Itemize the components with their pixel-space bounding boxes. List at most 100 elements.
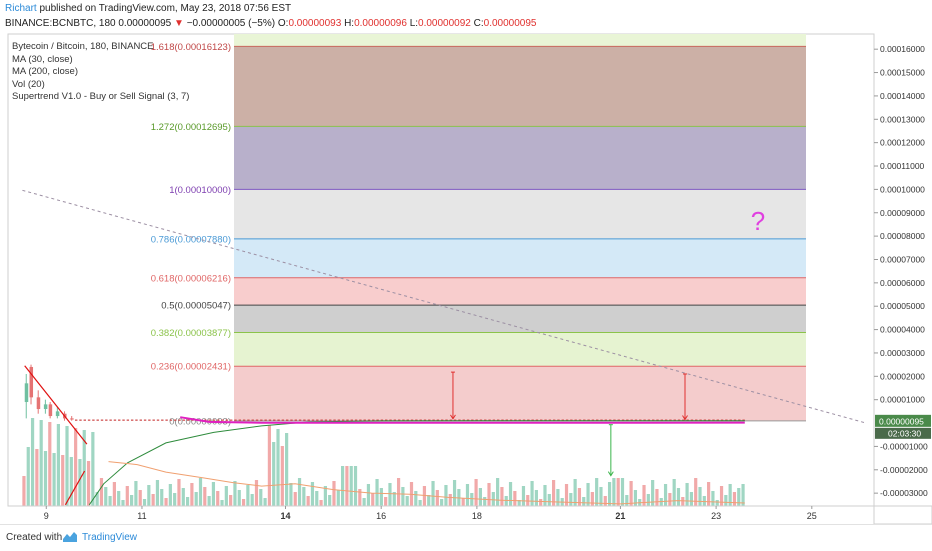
candle-body xyxy=(544,419,547,421)
volume-bar xyxy=(694,478,698,506)
candle-body xyxy=(311,419,315,421)
volume-bar xyxy=(569,493,573,506)
fib-label-1.618: 1.618(0.00016123) xyxy=(151,42,231,53)
volume-bar xyxy=(293,492,297,506)
candle-body xyxy=(535,419,539,421)
volume-bar xyxy=(612,478,616,506)
candle-body xyxy=(385,419,388,421)
candle-body xyxy=(307,419,310,421)
symbol-header: BINANCE:BCNBTC, 180 0.00000095 ▼ −0.0000… xyxy=(5,18,537,29)
legend-ma200[interactable]: MA (200, close) xyxy=(12,66,78,77)
time-tick-label: 16 xyxy=(376,511,386,521)
candle-body xyxy=(733,419,737,421)
ma30-line xyxy=(108,461,745,505)
price-tick-label: -0.00002000 xyxy=(880,465,928,475)
volume-bar xyxy=(289,483,293,506)
volume-bar xyxy=(668,493,672,506)
candle-body xyxy=(509,419,513,421)
candle-body xyxy=(514,419,517,421)
volume-bar xyxy=(237,490,241,506)
volume-bar xyxy=(582,497,586,506)
volume-bar xyxy=(198,478,203,506)
volume-bar xyxy=(586,483,590,506)
candle-body xyxy=(574,419,577,421)
candle-body xyxy=(161,419,164,421)
volume-bar xyxy=(508,482,513,506)
candle-body xyxy=(135,419,138,421)
candle-body xyxy=(337,419,341,421)
volume-bar xyxy=(276,429,280,506)
volume-bar xyxy=(552,480,556,506)
volume-bar xyxy=(297,478,302,506)
legend-ma30[interactable]: MA (30, close) xyxy=(12,53,73,65)
volume-bar xyxy=(444,485,448,506)
volume-bar xyxy=(48,422,52,506)
volume-bar xyxy=(43,451,48,506)
candle-body xyxy=(281,419,285,421)
price-tick-label: 0.00016000 xyxy=(880,44,925,54)
ohlc-high-value: 0.00000096 xyxy=(354,18,407,29)
price-tick-label: 0.00011000 xyxy=(880,161,925,171)
candle-body xyxy=(561,419,564,421)
candle-body xyxy=(169,419,173,421)
candle-body xyxy=(230,419,233,421)
signal-arrowhead-0 xyxy=(450,414,456,420)
candle-body xyxy=(621,419,625,421)
volume-bar xyxy=(651,480,655,506)
candle-body xyxy=(479,419,483,421)
candle-body xyxy=(152,419,155,421)
volume-bar xyxy=(392,492,396,506)
candle-body xyxy=(716,419,719,421)
candle-body xyxy=(712,419,715,421)
volume-bar xyxy=(168,484,172,506)
fib-label-0.236: 0.236(0.00002431) xyxy=(151,362,231,373)
legend-symbol[interactable]: Bytecoin / Bitcoin, 180, BINANCE xyxy=(12,41,154,52)
volume-bar xyxy=(646,494,650,506)
candle-body xyxy=(234,419,237,421)
fib-band-1.272 xyxy=(234,46,806,127)
candle-body xyxy=(48,404,53,417)
candle-body xyxy=(36,397,41,410)
candle-body xyxy=(156,419,160,421)
candle-body xyxy=(109,419,112,421)
candle-body xyxy=(673,419,676,421)
candle-body xyxy=(212,419,216,421)
volume-bar xyxy=(86,461,91,506)
legend-volume[interactable]: Vol (20) xyxy=(12,78,45,90)
volume-bar xyxy=(595,478,599,506)
candle-body xyxy=(634,419,638,421)
candle-body xyxy=(397,419,401,421)
candle-body xyxy=(669,419,672,421)
candle-body xyxy=(583,419,586,421)
fib-band-0.618 xyxy=(234,238,806,278)
tradingview-link[interactable]: TradingView xyxy=(82,532,138,543)
candle-body xyxy=(462,419,465,421)
legend-supertrend[interactable]: Supertrend V1.0 - Buy or Sell Signal (3,… xyxy=(12,91,190,102)
volume-bar xyxy=(328,495,332,506)
candle-body xyxy=(664,419,668,421)
author-link[interactable]: Richart xyxy=(5,3,37,14)
candle-body xyxy=(251,419,254,421)
candle-body xyxy=(660,419,664,421)
volume-bar xyxy=(341,466,345,506)
volume-bar xyxy=(556,489,560,506)
price-chart[interactable]: 0(0.00000093) 0.236(0.00002431) 0.382(0.00… xyxy=(0,0,932,524)
candle-body xyxy=(139,419,142,421)
volume-bar xyxy=(78,459,82,506)
candle-body xyxy=(441,419,444,421)
candle-body xyxy=(130,419,134,421)
price-tick-label: 0.00006000 xyxy=(880,278,925,288)
volume-bar xyxy=(543,485,547,506)
volume-bar xyxy=(702,496,706,506)
candle-body xyxy=(333,419,336,421)
volume-bar xyxy=(625,495,629,506)
volume-bar xyxy=(35,449,39,506)
volume-bar xyxy=(267,425,271,506)
indicator-legend: Bytecoin / Bitcoin, 180, BINANCE MA (30,… xyxy=(12,41,189,104)
candle-body xyxy=(639,419,642,421)
price-tick-label: 0.00007000 xyxy=(880,254,925,264)
candle-body xyxy=(165,419,168,421)
volume-bar xyxy=(39,420,43,506)
candle-body xyxy=(565,419,569,421)
candle-body xyxy=(436,419,440,421)
